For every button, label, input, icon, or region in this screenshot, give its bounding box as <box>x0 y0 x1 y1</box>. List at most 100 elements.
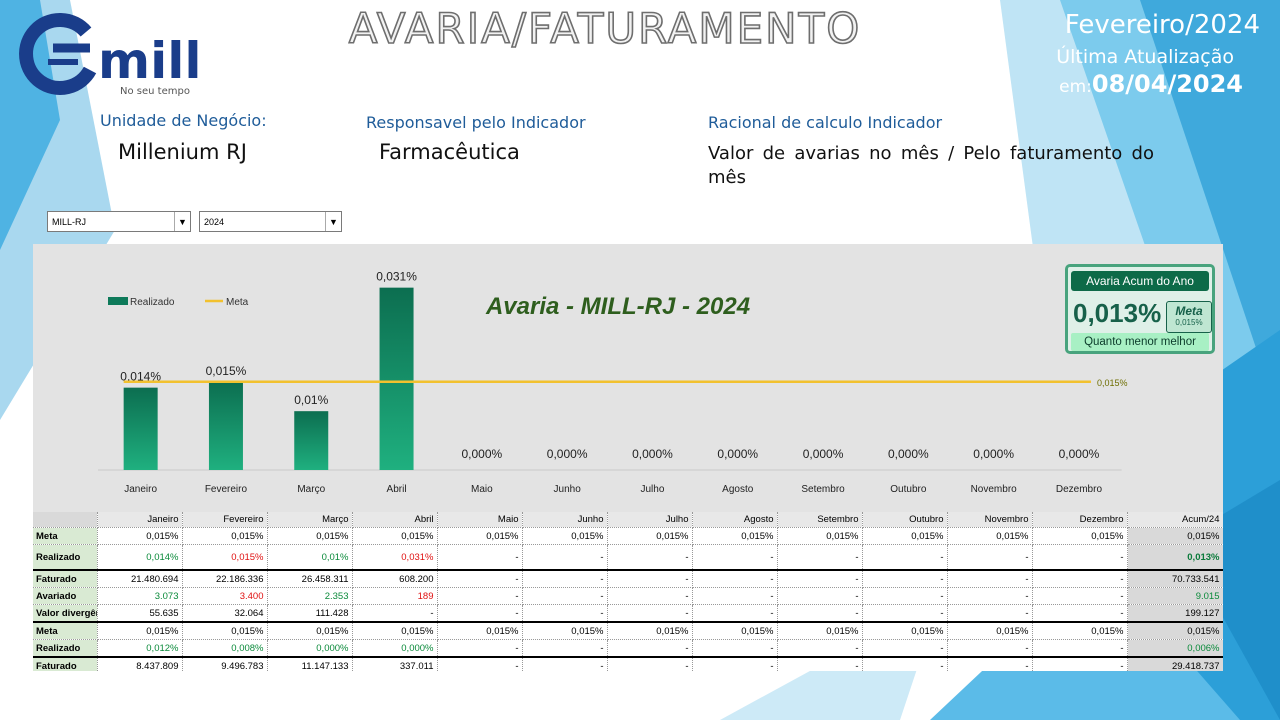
table-cell: 9.015 <box>1127 587 1223 605</box>
bar-4 <box>379 287 414 470</box>
kpi-note: Quanto menor melhor <box>1071 333 1209 351</box>
table-cell: - <box>437 657 523 671</box>
table-cell: - <box>947 587 1033 605</box>
table-header-cell: Julho <box>607 512 693 528</box>
table-cell: 2.353 <box>267 587 353 605</box>
table-cell: 0,015% <box>607 527 693 545</box>
table-cell: 0,015% <box>862 527 948 545</box>
bar-data-label: 0,000% <box>888 447 929 461</box>
chevron-down-icon[interactable]: ▼ <box>325 212 341 231</box>
table-cell: 0,015% <box>692 622 778 640</box>
table-row: Meta 0,015% 0,015% 0,015% 0,015% 0,015% 0,015%… <box>33 622 1223 640</box>
table-cell: 0,015% <box>182 544 268 571</box>
table-cell: 0,015% <box>947 527 1033 545</box>
table-cell: - <box>607 604 693 623</box>
responsible-label: Responsavel pelo Indicador <box>366 113 586 132</box>
table-cell: 0,015% <box>1127 622 1223 640</box>
table-row: Valor divergên 55.635 32.064 111.428- - - - - - -… <box>33 604 1223 623</box>
bar-1 <box>123 387 158 470</box>
table-cell: - <box>947 544 1033 571</box>
table-row: Meta 0,015% 0,015% 0,015% 0,015% 0,015% 0,015%… <box>33 527 1223 545</box>
table-cell: 32.064 <box>182 604 268 623</box>
calc-value: Valor de avarias no mês / Pelo faturamen… <box>708 143 1154 188</box>
table-cell: 0,015% <box>607 622 693 640</box>
bar-2 <box>208 381 243 470</box>
table-cell: - <box>947 604 1033 623</box>
table-cell: 0,015% <box>522 527 608 545</box>
x-tick-label: Fevereiro <box>205 484 248 495</box>
kpi-value: 0,013% <box>1073 298 1162 328</box>
update-em-label: em: <box>1059 77 1092 97</box>
table-cell: 0,015% <box>1127 527 1223 545</box>
table-header-cell: Junho <box>522 512 608 528</box>
table-header-cell: Abril <box>352 512 438 528</box>
table-cell: 0,015% <box>97 527 183 545</box>
table-row: Faturado 21.480.694 22.186.336 26.458.311 60… <box>33 570 1223 588</box>
table-cell: 337.011 <box>352 657 438 671</box>
table-cell: - <box>862 570 948 588</box>
table-cell: - <box>692 544 778 571</box>
unit-select[interactable]: MILL-RJ ▼ <box>47 211 191 232</box>
x-tick-label: Março <box>297 484 325 495</box>
table-cell: - <box>437 570 523 588</box>
table-cell: 3.400 <box>182 587 268 605</box>
year-select[interactable]: 2024 ▼ <box>199 211 342 232</box>
x-tick-label: Julho <box>640 484 664 495</box>
table-cell: - <box>1032 639 1128 658</box>
table-cell: 0,015% <box>352 527 438 545</box>
table-cell: 0,015% <box>692 527 778 545</box>
bar-data-label: 0,000% <box>717 447 758 461</box>
calc-label: Racional de calculo Indicador <box>708 113 943 132</box>
bar-data-label: 0,000% <box>547 447 588 461</box>
table-cell: - <box>777 544 863 571</box>
table-cell: - <box>1032 604 1128 623</box>
table-row-label: Faturado <box>33 570 98 588</box>
table-header-cell: Março <box>267 512 353 528</box>
table-row: Avariado 3.073 3.400 2.353 189- - - - - - - -9.015 <box>33 587 1223 605</box>
table-cell: - <box>522 657 608 671</box>
table-cell: 0,013% <box>1127 544 1223 571</box>
table-cell: 9.496.783 <box>182 657 268 671</box>
table-cell: - <box>777 570 863 588</box>
table-cell: - <box>522 639 608 658</box>
table-row-label: Avariado <box>33 587 98 605</box>
update-date: 08/04/2024 <box>1091 70 1243 98</box>
chevron-down-icon[interactable]: ▼ <box>174 212 190 231</box>
table-cell: - <box>437 587 523 605</box>
table-cell: 608.200 <box>352 570 438 588</box>
table-cell: 0,000% <box>352 639 438 658</box>
table-cell: 0,015% <box>182 527 268 545</box>
table-row-label: Valor divergên <box>33 604 98 623</box>
table-cell: - <box>437 639 523 658</box>
table-cell: - <box>522 587 608 605</box>
table-cell: 0,015% <box>777 527 863 545</box>
table-cell: 0,015% <box>267 622 353 640</box>
table-cell: 26.458.311 <box>267 570 353 588</box>
table-cell: - <box>947 639 1033 658</box>
unit-label: Unidade de Negócio: <box>100 111 267 130</box>
bar-data-label: 0,015% <box>206 364 247 378</box>
kpi-meta-box: Meta 0,015% <box>1166 301 1212 333</box>
table-cell: 0,015% <box>862 622 948 640</box>
table-cell: - <box>862 587 948 605</box>
x-tick-label: Dezembro <box>1056 484 1103 495</box>
table-cell: 0,015% <box>437 622 523 640</box>
table-cell: 0,000% <box>267 639 353 658</box>
bar-data-label: 0,031% <box>376 270 417 284</box>
table-header-corner <box>33 512 98 528</box>
table-cell: 22.186.336 <box>182 570 268 588</box>
table-cell: - <box>692 657 778 671</box>
table-cell: 3.073 <box>97 587 183 605</box>
legend-meta-label: Meta <box>226 297 249 308</box>
table-cell: - <box>607 570 693 588</box>
table-cell: 21.480.694 <box>97 570 183 588</box>
x-tick-label: Outubro <box>890 484 927 495</box>
table-cell: - <box>862 544 948 571</box>
data-table: Janeiro Fevereiro Março Abril Maio Junho Julho… <box>33 512 1223 671</box>
logo-wordmark: mill <box>98 32 202 90</box>
table-cell: 189 <box>352 587 438 605</box>
legend-realizado-swatch <box>108 297 128 305</box>
table-header-cell: Setembro <box>777 512 863 528</box>
bar-data-label: 0,000% <box>973 447 1014 461</box>
legend-realizado-label: Realizado <box>130 297 175 308</box>
